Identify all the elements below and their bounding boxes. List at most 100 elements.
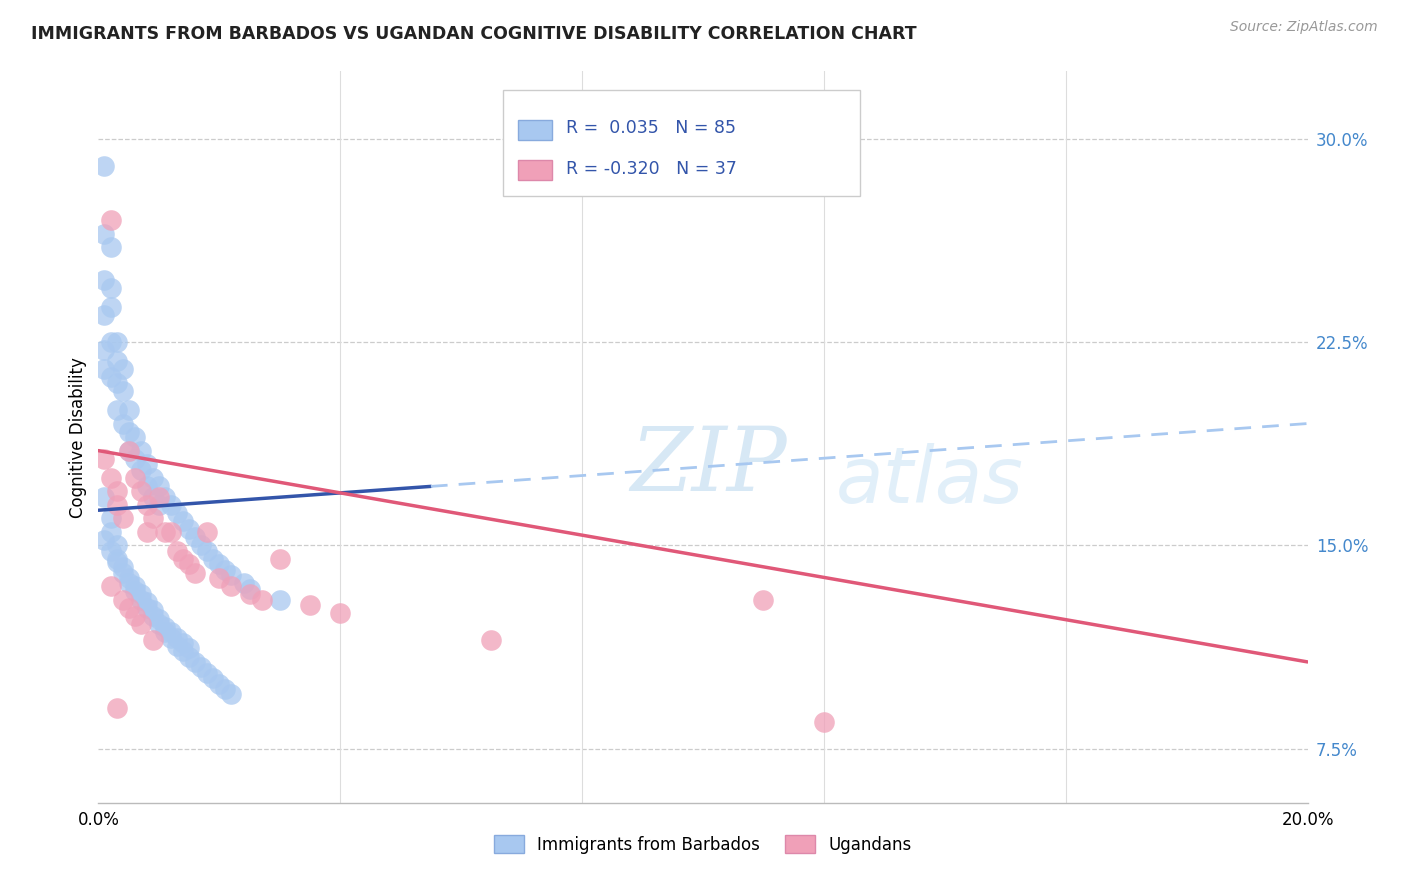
Point [93,227,115,241]
Point [93,451,115,466]
Point [142,633,165,648]
Point [111,511,134,525]
Point [160,625,183,640]
Point [105,376,128,390]
Point [202,552,225,566]
Point [142,490,165,504]
Point [269,552,291,566]
Point [111,566,134,580]
Point [813,714,835,729]
Point [93,343,115,358]
Point [179,558,201,572]
Point [135,479,157,493]
Point [100,370,122,384]
Text: R = -0.320   N = 37: R = -0.320 N = 37 [567,160,737,178]
Point [214,681,236,696]
Point [153,620,176,634]
Point [124,430,146,444]
Point [221,579,243,593]
Point [124,584,146,599]
Point [100,471,122,485]
Point [100,213,122,227]
Point [166,639,188,653]
Point [118,443,141,458]
Point [148,479,170,493]
Point [148,617,170,632]
FancyBboxPatch shape [503,90,860,195]
Point [100,335,122,350]
Point [93,308,115,322]
Point [105,555,128,569]
Point [179,641,201,656]
Point [100,524,122,539]
Point [118,571,141,585]
Point [105,403,128,417]
Point [172,644,194,658]
Point [299,598,322,612]
Point [93,533,115,547]
Point [118,576,141,591]
Point [142,603,165,617]
Point [195,524,218,539]
Point [239,587,262,601]
Point [172,636,194,650]
Point [105,484,128,499]
Point [208,571,231,585]
Point [135,524,157,539]
Text: Source: ZipAtlas.com: Source: ZipAtlas.com [1230,20,1378,34]
Point [100,281,122,295]
Point [142,471,165,485]
Legend: Immigrants from Barbados, Ugandans: Immigrants from Barbados, Ugandans [488,829,918,860]
Point [111,592,134,607]
Point [129,587,152,601]
Point [111,362,134,376]
Point [329,606,352,620]
Point [105,538,128,552]
Point [124,579,146,593]
Point [160,631,183,645]
Point [166,506,188,520]
Point [153,625,176,640]
Text: R =  0.035   N = 85: R = 0.035 N = 85 [567,119,737,136]
Point [129,462,152,476]
Point [93,362,115,376]
Point [166,544,188,558]
Point [153,490,176,504]
Point [250,592,273,607]
Point [93,159,115,173]
Point [124,451,146,466]
Point [184,566,207,580]
Point [269,592,291,607]
Point [129,484,152,499]
Point [111,560,134,574]
Point [100,579,122,593]
Point [195,665,218,680]
Point [100,240,122,254]
Point [142,608,165,623]
Point [481,633,503,648]
Point [105,335,128,350]
Point [135,600,157,615]
Point [93,273,115,287]
Point [111,417,134,431]
Point [184,530,207,544]
Point [208,558,231,572]
Point [135,595,157,609]
Point [105,701,128,715]
Point [129,592,152,607]
Point [100,511,122,525]
Text: atlas: atlas [837,443,1024,519]
Point [214,563,236,577]
Point [129,617,152,632]
FancyBboxPatch shape [517,120,553,140]
Point [100,300,122,314]
Point [135,498,157,512]
Point [129,443,152,458]
Point [166,631,188,645]
Point [221,688,243,702]
Point [221,568,243,582]
Point [148,611,170,625]
FancyBboxPatch shape [517,160,553,180]
Text: IMMIGRANTS FROM BARBADOS VS UGANDAN COGNITIVE DISABILITY CORRELATION CHART: IMMIGRANTS FROM BARBADOS VS UGANDAN COGN… [31,25,917,43]
Point [160,498,183,512]
